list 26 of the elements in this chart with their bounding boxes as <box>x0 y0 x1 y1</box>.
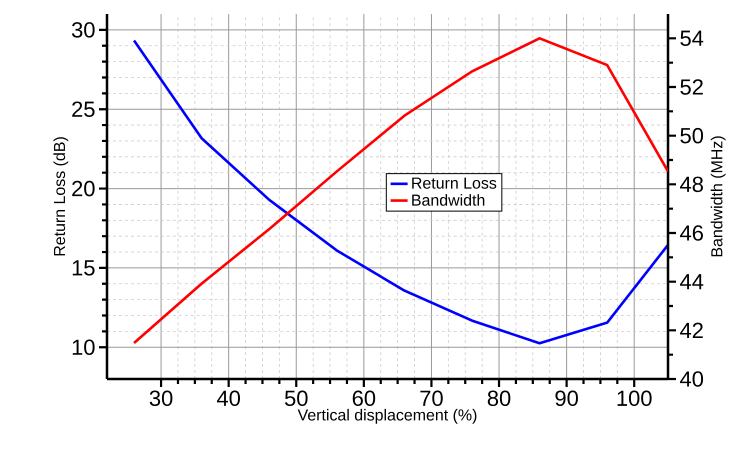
y2-tick-label: 40 <box>680 371 704 387</box>
y-tick-label: 25 <box>72 101 95 117</box>
legend-label: Return Loss <box>412 178 496 189</box>
y-tick-label: 15 <box>72 260 95 276</box>
y2-tick-label: 48 <box>680 176 703 192</box>
x-tick-label: 80 <box>488 390 510 406</box>
y2-tick-label: 44 <box>680 274 704 290</box>
y2-tick-label: 52 <box>680 79 703 95</box>
x-axis-title: Vertical displacement (%) <box>298 408 476 424</box>
y2-tick-label: 42 <box>680 322 703 338</box>
x-tick-label: 50 <box>284 390 308 406</box>
y-tick-label: 30 <box>72 22 95 38</box>
x-tick-label: 70 <box>420 390 443 406</box>
x-tick-label: 30 <box>150 390 172 406</box>
x-tick-label: 90 <box>555 390 578 406</box>
y-axis-title: Return Loss (dB) <box>53 137 68 256</box>
x-tick-label: 100 <box>618 390 652 406</box>
legend-label: Bandwidth <box>412 194 484 206</box>
x-tick-label: 60 <box>352 390 376 406</box>
x-tick-label: 40 <box>216 390 240 406</box>
y-tick-label: 10 <box>72 339 95 356</box>
y2-tick-label: 50 <box>680 128 704 144</box>
y-tick-label: 20 <box>72 180 95 196</box>
y2-tick-label: 46 <box>680 225 703 241</box>
y2-tick-label: 54 <box>680 30 704 46</box>
y2-axis-title: Bandwidth (MHz) <box>710 136 726 256</box>
